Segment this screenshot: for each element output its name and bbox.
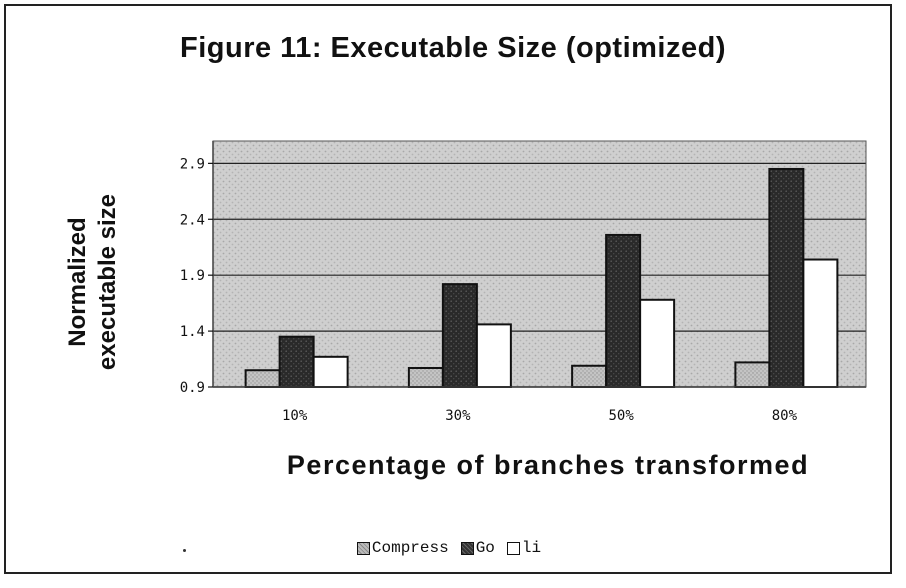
legend-item-go: Go bbox=[460, 539, 495, 557]
legend-swatch-li bbox=[506, 541, 520, 555]
bar-go-4 bbox=[768, 167, 805, 388]
legend-swatch-compress bbox=[356, 541, 370, 555]
legend-item-li: li bbox=[506, 539, 542, 557]
y-tick-label: 1.4 bbox=[180, 324, 205, 340]
bar-go-2 bbox=[441, 283, 478, 388]
x-tick-label: 10% bbox=[282, 408, 308, 424]
x-axis-label: Percentage of branches transformed bbox=[286, 450, 810, 480]
legend-item-compress: Compress bbox=[356, 539, 449, 557]
x-tick-label: 50% bbox=[608, 408, 634, 424]
bar-li-4 bbox=[802, 258, 839, 389]
y-tick-label: 0.9 bbox=[180, 380, 205, 396]
bar-li-1 bbox=[312, 355, 349, 388]
chart-title: Figure 11: Executable Size (optimized) bbox=[180, 32, 726, 64]
bar-li-3 bbox=[639, 298, 676, 389]
legend-label-go: Go bbox=[475, 539, 495, 557]
x-tick-label: 30% bbox=[445, 408, 471, 424]
bar-compress-2 bbox=[407, 366, 444, 388]
legend-label-li: li bbox=[521, 539, 542, 557]
bar-li-2 bbox=[475, 323, 512, 388]
bar-compress-3 bbox=[571, 364, 608, 389]
plot-background bbox=[213, 141, 866, 387]
bar-compress-4 bbox=[734, 361, 771, 388]
bar-compress-1 bbox=[244, 369, 281, 388]
y-tick-label: 2.4 bbox=[180, 212, 205, 228]
legend-swatch-go bbox=[460, 541, 474, 555]
x-tick-label: 80% bbox=[772, 408, 798, 424]
bar-go-3 bbox=[605, 233, 642, 388]
plot-border bbox=[212, 140, 867, 388]
legend-label-compress: Compress bbox=[371, 539, 449, 557]
stray-dot bbox=[183, 549, 186, 552]
y-tick-label: 1.9 bbox=[180, 268, 205, 284]
y-tick-label: 2.9 bbox=[180, 156, 205, 172]
legend: Compress Go li bbox=[0, 539, 906, 557]
bar-go-1 bbox=[278, 335, 315, 389]
